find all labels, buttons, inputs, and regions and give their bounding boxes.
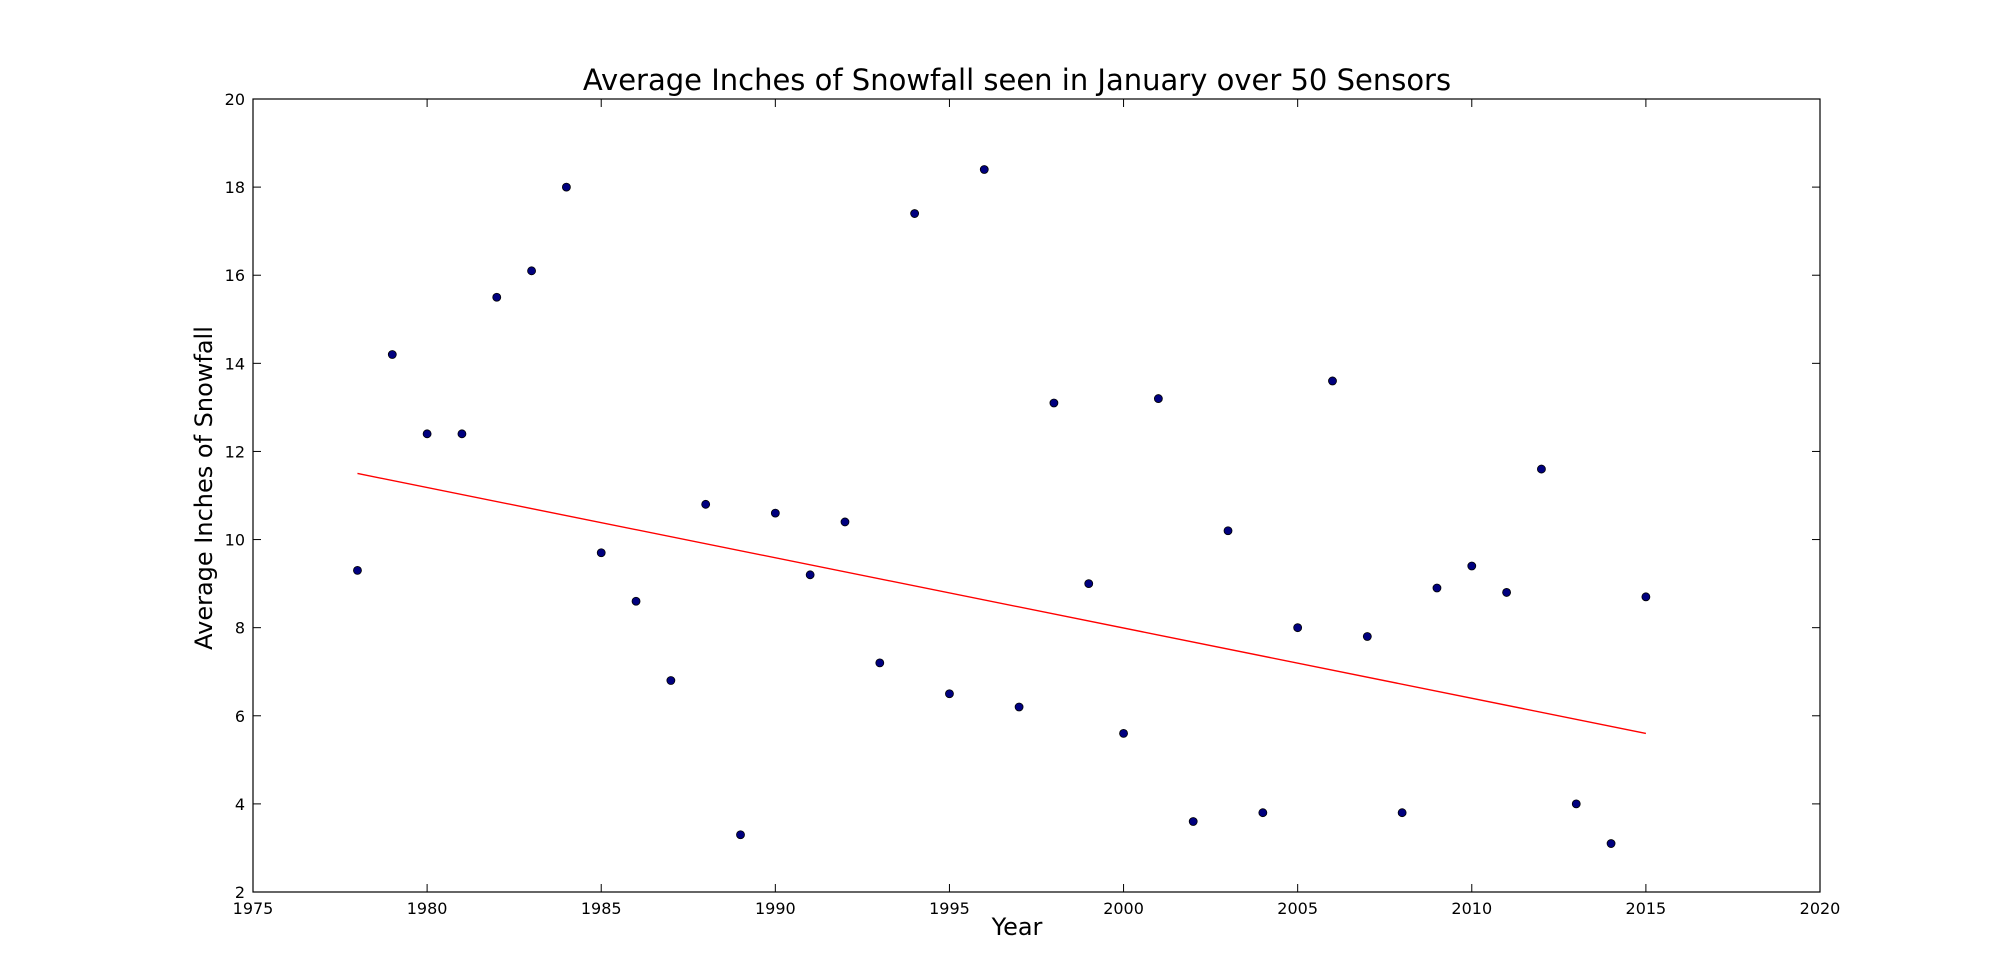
- axes-frame: [252, 98, 1821, 893]
- data-point-1979: [387, 350, 397, 359]
- x-tick-label: 2015: [1626, 899, 1667, 918]
- data-point-2008: [1397, 808, 1407, 818]
- y-tick-label: 8: [235, 619, 245, 638]
- data-point-1994: [910, 209, 920, 218]
- x-axis-label: Year: [991, 913, 1043, 941]
- x-tick-label: 2010: [1451, 899, 1492, 918]
- data-point-1990: [770, 508, 780, 518]
- data-point-2009: [1432, 583, 1442, 593]
- y-tick-label: 20: [225, 90, 245, 109]
- x-tick-label: 1995: [929, 899, 970, 918]
- data-point-1992: [840, 517, 850, 527]
- x-tick-label: 2000: [1103, 899, 1144, 918]
- y-tick-label: 6: [235, 707, 245, 726]
- data-point-2002: [1188, 817, 1198, 826]
- y-tick-label: 10: [225, 531, 245, 550]
- data-point-1978: [353, 565, 362, 575]
- data-point-2006: [1328, 376, 1337, 386]
- x-axis-ticks: 1975 1980 1985 1990 1995 2000 2005 2010 2015 2020: [233, 99, 1841, 918]
- y-tick-label: 18: [225, 178, 245, 197]
- data-point-1995: [945, 689, 954, 699]
- plot-area: [252, 98, 1821, 893]
- y-tick-label: 2: [235, 883, 245, 902]
- x-tick-label: 1990: [755, 899, 796, 918]
- data-point-2013: [1571, 799, 1581, 809]
- chart-title: Average Inches of Snowfall seen in Janua…: [583, 63, 1451, 97]
- data-point-1983: [527, 266, 536, 276]
- trend-line-layer: [357, 472, 1647, 735]
- data-point-2015: [1641, 592, 1651, 602]
- data-point-1981: [457, 429, 467, 439]
- data-point-1985: [596, 548, 606, 558]
- x-tick-label: 1985: [581, 899, 622, 918]
- data-point-1988: [701, 499, 711, 509]
- trend-line: [357, 472, 1647, 735]
- y-tick-label: 4: [235, 795, 245, 814]
- y-axis-ticks: 2 4 6 8 10 12 14 16 18 20: [225, 90, 1820, 902]
- data-point-1998: [1049, 398, 1059, 408]
- data-point-2011: [1502, 588, 1511, 597]
- data-point-1987: [666, 676, 676, 685]
- data-point-1993: [875, 658, 885, 668]
- data-point-2014: [1606, 839, 1616, 848]
- scatter-points-layer: [353, 165, 1651, 848]
- data-point-2010: [1467, 561, 1477, 571]
- data-point-2004: [1258, 808, 1268, 818]
- y-tick-label: 14: [225, 354, 245, 373]
- x-tick-label: 1975: [233, 899, 274, 918]
- x-tick-label: 2005: [1277, 899, 1318, 918]
- data-point-1996: [979, 165, 989, 174]
- data-point-1984: [562, 182, 571, 192]
- data-point-2001: [1153, 394, 1163, 403]
- data-point-2000: [1119, 729, 1128, 738]
- data-point-1989: [736, 830, 745, 840]
- data-point-1982: [492, 292, 502, 302]
- x-tick-label: 2020: [1800, 899, 1841, 918]
- y-axis-label: Average Inches of Snowfall: [190, 326, 218, 650]
- data-point-1999: [1084, 579, 1094, 589]
- data-point-2007: [1362, 632, 1372, 641]
- data-point-1997: [1014, 702, 1024, 712]
- data-point-2003: [1223, 526, 1233, 536]
- y-tick-label: 12: [225, 442, 245, 461]
- y-tick-label: 16: [225, 266, 245, 285]
- data-point-1991: [805, 570, 815, 580]
- data-point-1986: [631, 596, 641, 606]
- data-point-2005: [1293, 623, 1303, 633]
- x-tick-label: 1980: [407, 899, 448, 918]
- data-point-1980: [422, 429, 432, 439]
- data-point-2012: [1537, 464, 1546, 474]
